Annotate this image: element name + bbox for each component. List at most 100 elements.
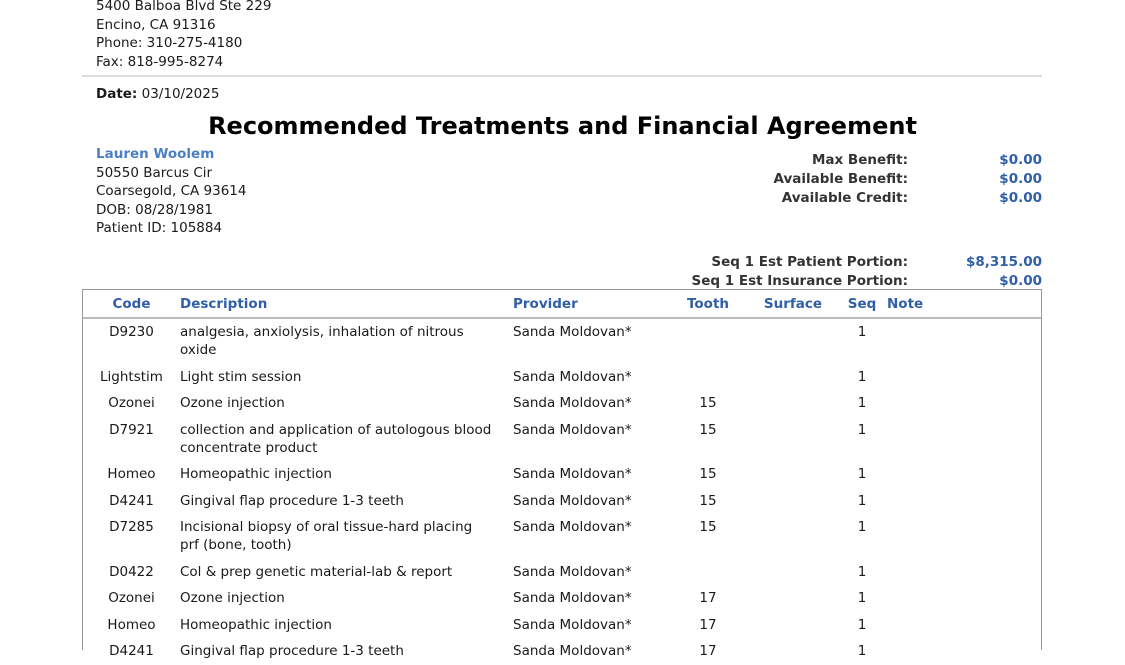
cell-note: [881, 318, 1041, 364]
practice-address2: Encino, CA 91316: [96, 16, 216, 33]
patient-dob: DOB: 08/28/1981: [96, 201, 213, 218]
available-benefit-value: $0.00: [999, 171, 1042, 187]
table-row: Homeo Homeopathic injection Sanda Moldovan…: [83, 612, 1041, 639]
cell-surface: [743, 318, 843, 364]
cell-tooth: [673, 559, 743, 586]
table-row: D4241 Gingival flap procedure 1-3 teeth Sa…: [83, 638, 1041, 665]
table-row: D0422 Col & prep genetic material-lab & r…: [83, 559, 1041, 586]
insurance-portion-value: $0.00: [999, 273, 1042, 289]
cell-description: Homeopathic injection: [180, 466, 332, 482]
available-credit-value: $0.00: [999, 190, 1042, 206]
cell-tooth: 15: [699, 466, 717, 482]
cell-surface: [743, 514, 843, 559]
benefit-summary-values: $0.00 $0.00 $0.00: [999, 151, 1042, 208]
cell-description: Incisional biopsy of oral tissue-hard pl…: [180, 519, 473, 553]
cell-code: D7285: [109, 519, 154, 535]
col-surface: Surface: [743, 290, 843, 319]
practice-info: 5400 Balboa Blvd Ste 229 Encino, CA 9131…: [96, 0, 271, 71]
table-row: Homeo Homeopathic injection Sanda Moldovan…: [83, 461, 1041, 488]
cell-seq: 1: [857, 324, 867, 340]
cell-surface: [743, 585, 843, 612]
col-description: Description: [180, 290, 513, 319]
cell-note: [881, 514, 1041, 559]
portion-values: $8,315.00 $0.00: [966, 253, 1042, 291]
cell-provider: Sanda Moldovan*: [513, 421, 632, 438]
cell-surface: [743, 461, 843, 488]
col-tooth: Tooth: [673, 290, 743, 319]
divider: [82, 75, 1042, 77]
col-code: Code: [83, 290, 180, 319]
table-row: Ozonei Ozone injection Sanda Moldovan* 17 1: [83, 585, 1041, 612]
cell-seq: 1: [857, 395, 867, 411]
cell-tooth: 15: [699, 492, 717, 509]
cell-surface: [743, 559, 843, 586]
table-header: Code Description Provider Tooth Surface …: [83, 290, 1041, 319]
practice-fax: Fax: 818-995-8274: [96, 53, 224, 70]
cell-description: collection and application of autologous…: [180, 421, 492, 456]
cell-note: [881, 461, 1041, 488]
cell-surface: [743, 638, 843, 665]
cell-tooth: 17: [699, 616, 717, 633]
cell-provider: Sanda Moldovan*: [513, 643, 632, 659]
benefit-summary-labels: Max Benefit: Available Benefit: Availabl…: [774, 151, 908, 208]
cell-seq: 1: [857, 466, 867, 482]
table-row: D7285 Incisional biopsy of oral tissue-ha…: [83, 514, 1041, 559]
cell-note: [881, 638, 1041, 665]
date-label: Date:: [96, 86, 138, 102]
cell-note: [881, 585, 1041, 612]
insurance-portion-label: Seq 1 Est Insurance Portion:: [691, 273, 908, 289]
max-benefit-label: Max Benefit:: [811, 152, 908, 168]
cell-surface: [743, 390, 843, 417]
cell-provider: Sanda Moldovan*: [513, 590, 632, 606]
cell-tooth: 15: [699, 395, 717, 411]
cell-code: Ozonei: [108, 395, 155, 411]
col-note: Note: [881, 290, 1041, 319]
cell-seq: 1: [857, 421, 867, 438]
cell-seq: 1: [857, 563, 867, 580]
table-row: D4241 Gingival flap procedure 1-3 teeth Sa…: [83, 488, 1041, 515]
cell-provider: Sanda Moldovan*: [513, 492, 632, 509]
practice-address1: 5400 Balboa Blvd Ste 229: [96, 0, 272, 14]
cell-tooth: [673, 318, 743, 364]
cell-seq: 1: [857, 590, 867, 606]
cell-code: Ozonei: [108, 590, 155, 606]
patient-name[interactable]: Lauren Woolem: [96, 146, 215, 162]
page-title: Recommended Treatments and Financial Agr…: [208, 112, 917, 140]
practice-phone: Phone: 310-275-4180: [96, 35, 243, 51]
cell-note: [881, 390, 1041, 417]
cell-tooth: 17: [699, 590, 717, 606]
cell-note: [881, 417, 1041, 462]
cell-provider: Sanda Moldovan*: [513, 324, 632, 340]
col-seq: Seq: [843, 290, 881, 319]
cell-description: Light stim session: [180, 368, 302, 385]
cell-code: Homeo: [107, 466, 156, 482]
cell-provider: Sanda Moldovan*: [513, 368, 632, 385]
cell-surface: [743, 612, 843, 639]
cell-tooth: 15: [699, 421, 717, 438]
patient-address2: Coarsegold, CA 93614: [96, 183, 247, 199]
table-row: D9230 analgesia, anxiolysis, inhalation o…: [83, 318, 1041, 364]
cell-note: [881, 559, 1041, 586]
document-date: Date: 03/10/2025: [96, 86, 219, 102]
cell-code: Homeo: [107, 616, 156, 633]
col-provider: Provider: [513, 290, 673, 319]
table-row: D7921 collection and application of autol…: [83, 417, 1041, 462]
portion-labels: Seq 1 Est Patient Portion: Seq 1 Est Ins…: [692, 253, 908, 291]
cell-tooth: 17: [699, 643, 717, 659]
cell-tooth: [673, 364, 743, 391]
cell-surface: [743, 364, 843, 391]
cell-seq: 1: [857, 368, 867, 385]
max-benefit-value: $0.00: [999, 152, 1042, 168]
cell-note: [881, 488, 1041, 515]
cell-provider: Sanda Moldovan*: [513, 395, 632, 411]
cell-description: Homeopathic injection: [180, 616, 332, 633]
cell-description: Gingival flap procedure 1-3 teeth: [180, 643, 404, 659]
cell-description: Ozone injection: [180, 395, 285, 411]
cell-note: [881, 364, 1041, 391]
patient-id: Patient ID: 105884: [96, 220, 223, 236]
cell-provider: Sanda Moldovan*: [513, 519, 632, 535]
cell-description: Ozone injection: [180, 590, 285, 606]
cell-code: D4241: [109, 492, 154, 509]
cell-provider: Sanda Moldovan*: [513, 466, 632, 482]
table-row: Ozonei Ozone injection Sanda Moldovan* 15 1: [83, 390, 1041, 417]
